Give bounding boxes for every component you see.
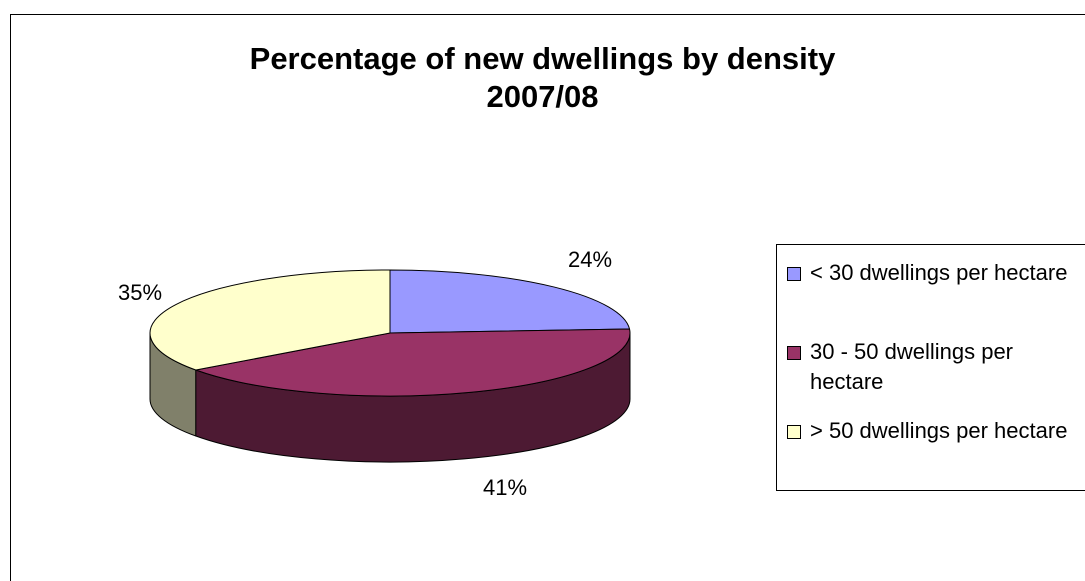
chart-title-line2: 2007/08	[486, 79, 599, 114]
chart-title-line1: Percentage of new dwellings by density	[249, 41, 836, 76]
legend-swatch	[787, 425, 801, 439]
legend-swatch	[787, 267, 801, 281]
data-label: 35%	[118, 280, 162, 305]
legend-label: > 50 dwellings per hectare	[810, 418, 1068, 443]
legend-label: 30 - 50 dwellings per hectare	[810, 339, 1014, 394]
legend: < 30 dwellings per hectare 30 - 50 dwell…	[776, 244, 1085, 491]
chart-title: Percentage of new dwellings by density 2…	[0, 40, 1085, 116]
pie-slice	[389, 269, 631, 334]
data-label: 41%	[483, 475, 527, 500]
pie-slice	[195, 328, 631, 397]
pie-slice	[149, 269, 391, 371]
data-label: 24%	[568, 247, 612, 272]
legend-label: < 30 dwellings per hectare	[810, 260, 1068, 285]
legend-swatch	[787, 346, 801, 360]
